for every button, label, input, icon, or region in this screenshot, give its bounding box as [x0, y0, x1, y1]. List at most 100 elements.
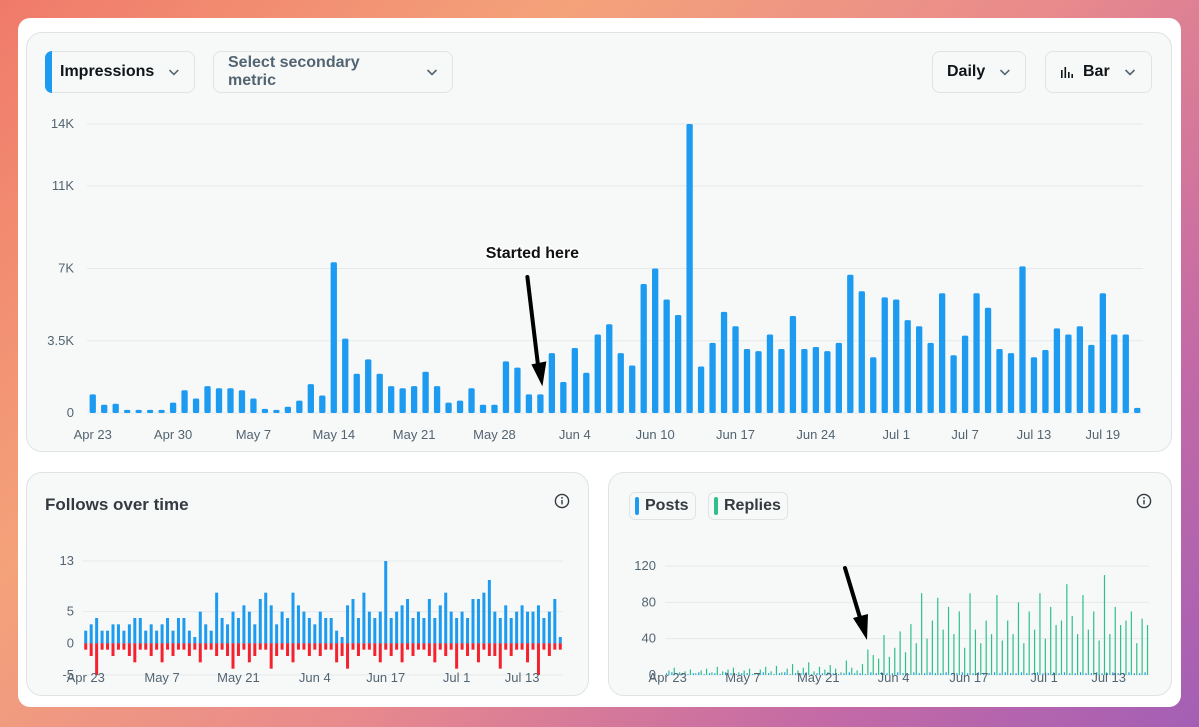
period-dropdown[interactable]: Daily: [932, 51, 1026, 93]
unfollows-bar: [166, 643, 170, 650]
impressions-bar: [973, 293, 980, 413]
x-tick-label: May 28: [473, 427, 516, 442]
follows-bar: [487, 580, 491, 644]
impressions-bar: [169, 402, 177, 413]
chevron-down-icon: [169, 69, 180, 76]
follows-bar: [395, 611, 399, 644]
follows-bar: [307, 618, 311, 644]
info-icon[interactable]: [554, 493, 570, 509]
unfollows-bar: [389, 643, 393, 656]
unfollows-bar: [236, 643, 240, 656]
follows-bar: [526, 611, 530, 644]
impressions-bar: [732, 326, 739, 413]
follows-bar: [389, 618, 393, 644]
posts-bar: [864, 674, 867, 675]
replies-bar: [722, 671, 724, 675]
impressions-bar: [192, 398, 200, 413]
follows-bar: [264, 592, 268, 644]
x-tick-label: Apr 23: [67, 670, 105, 685]
chart-type-dropdown[interactable]: Bar: [1045, 51, 1152, 93]
dashboard-frame: Impressions Select secondary metric Dail…: [18, 18, 1181, 707]
unfollows-bar: [444, 643, 448, 656]
posts-bar: [837, 674, 840, 675]
replies-bar: [840, 672, 842, 675]
follows-bar: [106, 630, 110, 644]
impressions-bar: [663, 299, 670, 413]
impressions-bar: [606, 324, 613, 413]
impressions-bar: [422, 371, 429, 413]
impressions-bar: [468, 388, 475, 413]
impressions-bar: [353, 373, 360, 413]
posts-bar: [945, 672, 947, 675]
y-tick-label: -5: [62, 667, 74, 682]
follows-bar: [547, 611, 551, 644]
unfollows-bar: [406, 643, 410, 650]
chevron-down-icon: [426, 69, 438, 76]
x-tick-label: Jun 24: [796, 427, 835, 442]
replies-bar: [1017, 602, 1020, 675]
replies-bar: [1136, 643, 1138, 675]
impressions-bar: [847, 274, 854, 413]
follows-bar: [144, 630, 148, 644]
impressions-bar: [938, 293, 946, 413]
posts-bar: [875, 673, 877, 675]
x-tick-label: Jul 7: [951, 427, 978, 442]
impressions-bar: [789, 315, 797, 413]
replies-bar: [1055, 625, 1057, 675]
follows-bar: [258, 599, 262, 644]
impressions-bar: [1088, 344, 1095, 413]
impressions-bar: [1007, 353, 1015, 413]
follows-bar: [226, 624, 230, 644]
unfollows-bar: [269, 643, 273, 669]
impressions-bar: [697, 366, 705, 413]
posts-bar: [934, 673, 936, 675]
posts-bar: [940, 673, 942, 675]
follows-bar: [346, 605, 350, 644]
y-tick-label: 40: [642, 631, 656, 646]
follows-bar: [171, 630, 175, 644]
unfollows-bar: [400, 643, 404, 663]
impressions-bar: [801, 349, 808, 413]
impressions-bar: [617, 353, 624, 413]
follows-bar: [411, 618, 415, 644]
x-tick-label: Jul 13: [1017, 427, 1052, 442]
impressions-bar: [583, 372, 590, 413]
replies-bar: [770, 671, 772, 675]
replies-bar: [1012, 634, 1014, 675]
follows-bar: [296, 605, 300, 644]
replies-bar: [872, 655, 874, 675]
unfollows-bar: [106, 643, 110, 650]
posts-bar: [811, 674, 813, 675]
unfollows-bar: [318, 643, 322, 656]
unfollows-bar: [438, 643, 442, 650]
follows-bar: [460, 611, 464, 644]
replies-bar: [1082, 595, 1084, 675]
primary-metric-dropdown[interactable]: Impressions: [45, 51, 195, 93]
posts-bar: [848, 672, 850, 675]
replies-bar: [786, 668, 788, 675]
unfollows-bar: [209, 643, 213, 650]
unfollows-bar: [198, 643, 202, 663]
unfollows-bar: [171, 643, 175, 656]
legend-replies-toggle[interactable]: Replies: [708, 492, 788, 520]
unfollows-bar: [340, 643, 344, 656]
follows-bar: [116, 624, 120, 644]
info-icon[interactable]: [1136, 493, 1152, 509]
replies-bar: [818, 666, 821, 675]
replies-bar: [894, 647, 896, 675]
unfollows-bar: [515, 643, 519, 650]
follows-bar: [318, 611, 322, 644]
posts-bar: [751, 674, 754, 675]
replies-bar: [1109, 634, 1111, 675]
unfollows-bar: [280, 643, 284, 650]
posts-bar: [929, 672, 931, 675]
secondary-metric-dropdown[interactable]: Select secondary metric: [213, 51, 453, 93]
x-tick-label: Jun 17: [366, 670, 405, 685]
unfollows-bar: [264, 643, 268, 650]
follows-bar: [269, 605, 273, 644]
legend-posts-toggle[interactable]: Posts: [629, 492, 696, 520]
impressions-bar: [319, 395, 326, 413]
posts-bar: [730, 673, 732, 675]
replies-bar: [937, 597, 939, 675]
replies-bar: [953, 634, 955, 675]
